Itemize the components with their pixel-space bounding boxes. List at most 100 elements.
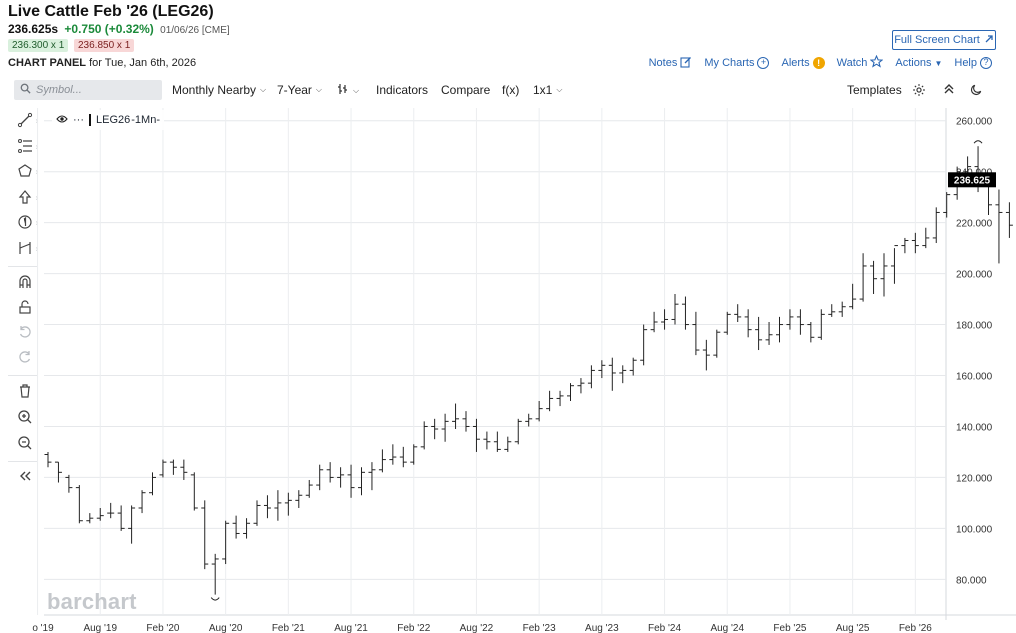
- notes-link[interactable]: Notes: [649, 56, 693, 71]
- collapse-button[interactable]: [943, 83, 955, 98]
- redo-button[interactable]: [15, 349, 35, 369]
- collapse-tools-button[interactable]: [15, 468, 35, 488]
- period-select[interactable]: Monthly Nearby ⌵: [172, 83, 266, 97]
- ohlc-bar: [546, 390, 554, 412]
- ohlc-bar: [117, 505, 125, 531]
- ohlc-bar: [75, 485, 83, 524]
- range-select[interactable]: 7-Year ⌵: [277, 83, 322, 97]
- last-price: 236.625s: [8, 22, 59, 36]
- ohlc-bar: [54, 461, 62, 483]
- ohlc-bar: [577, 378, 585, 394]
- x-tick-label: Feb '24: [648, 623, 681, 633]
- magnet-tool[interactable]: [15, 274, 35, 294]
- ohlc-bar: [295, 490, 303, 508]
- double-chevron-up-icon: [943, 83, 955, 98]
- ohlc-bar: [368, 462, 376, 491]
- ohlc-bar: [890, 245, 898, 284]
- annotation-tool[interactable]: [15, 214, 35, 234]
- ohlc-bar: [243, 518, 251, 539]
- compare-button[interactable]: Compare: [441, 83, 490, 97]
- fibonacci-icon: [17, 138, 33, 159]
- ohlc-bar: [671, 293, 679, 325]
- eye-icon[interactable]: [56, 114, 68, 127]
- barchart-watermark: barchart: [47, 589, 137, 614]
- gear-icon: [912, 83, 926, 100]
- chart-type-select[interactable]: ⌵: [337, 83, 359, 98]
- x-tick-label: Aug '21: [334, 623, 368, 633]
- trash-icon: [17, 383, 33, 404]
- arrow-up-icon: [17, 189, 33, 210]
- panel-date: for Tue, Jan 6th, 2026: [89, 57, 197, 69]
- compare-label: Compare: [441, 83, 491, 97]
- chevron-down-icon: ⌵: [556, 85, 563, 94]
- shape-tool[interactable]: [15, 163, 35, 183]
- dark-mode-toggle[interactable]: [969, 83, 983, 100]
- ohlc-bar: [650, 311, 658, 333]
- undo-icon: [17, 324, 33, 345]
- period-label: Monthly Nearby: [172, 83, 257, 97]
- ohlc-bar: [713, 329, 721, 358]
- unlock-icon: [17, 299, 33, 320]
- ohlc-bar: [765, 322, 773, 345]
- ohlc-bar: [96, 507, 104, 521]
- actions-menu[interactable]: Actions ▼: [895, 57, 942, 69]
- ohlc-bar: [849, 283, 857, 310]
- ohlc-bar: [107, 502, 115, 519]
- y-tick-label: 220.000: [956, 219, 993, 230]
- ohlc-bar: [138, 490, 146, 514]
- legend-separator: -: [131, 114, 135, 126]
- templates-button[interactable]: Templates: [847, 83, 902, 97]
- ohlc-bar: [807, 322, 815, 343]
- ohlc-bar: [263, 495, 271, 519]
- x-tick-label: Aug '25: [836, 623, 870, 633]
- search-placeholder: Symbol...: [36, 84, 82, 96]
- measure-tool[interactable]: [15, 240, 35, 260]
- ohlc-bar: [796, 309, 804, 335]
- my-charts-label: My Charts: [704, 57, 755, 69]
- notes-label: Notes: [648, 57, 678, 69]
- chevron-down-icon: ⌵: [353, 85, 360, 95]
- x-tick-label: Feb '23: [523, 623, 556, 633]
- lock-tool[interactable]: [15, 299, 35, 319]
- legend-menu-dots[interactable]: ···: [73, 114, 84, 126]
- symbol-search[interactable]: Symbol...: [14, 80, 162, 100]
- help-link[interactable]: Help ?: [954, 57, 992, 69]
- page-title: Live Cattle Feb '26 (LEG26): [8, 3, 214, 20]
- ohlc-bar: [817, 309, 825, 340]
- full-screen-chart-button[interactable]: Full Screen Chart: [892, 30, 996, 50]
- ohlc-bar: [828, 304, 836, 317]
- alerts-link[interactable]: Alerts !: [781, 57, 825, 69]
- ohlc-bar: [525, 413, 533, 427]
- undo-button[interactable]: [15, 324, 35, 344]
- settings-button[interactable]: [912, 83, 926, 100]
- zoom-in-button[interactable]: [15, 409, 35, 429]
- ohlc-bar: [922, 227, 930, 249]
- moon-icon: [969, 83, 983, 100]
- my-charts-link[interactable]: My Charts +: [704, 57, 770, 69]
- tools-divider: [8, 266, 38, 267]
- x-tick-label: Feb '26: [899, 623, 932, 633]
- y-tick-label: 260.000: [956, 117, 993, 128]
- delete-button[interactable]: [15, 383, 35, 403]
- full-screen-label: Full Screen Chart: [894, 34, 980, 46]
- line-tool[interactable]: [15, 112, 35, 132]
- ohlc-bar: [347, 464, 355, 498]
- zoom-out-button[interactable]: [15, 435, 35, 455]
- ohlc-bar: [681, 296, 689, 330]
- layout-select[interactable]: 1x1 ⌵: [533, 83, 562, 97]
- fx-button[interactable]: f(x): [502, 83, 519, 97]
- ohlc-bar: [399, 446, 407, 468]
- watch-link[interactable]: Watch: [837, 54, 884, 71]
- arrow-tool[interactable]: [15, 189, 35, 209]
- ohlc-bar: [744, 309, 752, 338]
- fib-tool[interactable]: [15, 138, 35, 158]
- ohlc-bar: [378, 449, 386, 473]
- ohlc-bar: [431, 418, 439, 440]
- redo-icon: [17, 349, 33, 370]
- indicators-button[interactable]: Indicators: [376, 83, 428, 97]
- x-tick-label: Aug '19: [83, 623, 117, 633]
- ohlc-bar: [514, 418, 522, 445]
- ohlc-bar: [326, 462, 334, 483]
- chart-legend[interactable]: ··· LEG26-1Mn -: [52, 110, 164, 130]
